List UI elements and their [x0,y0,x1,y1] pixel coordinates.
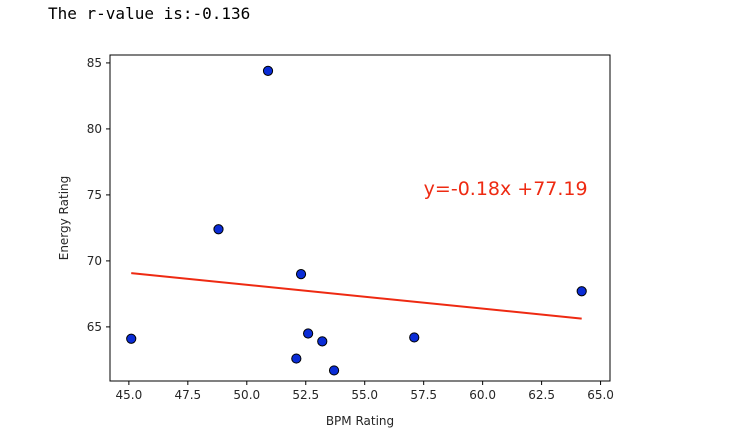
y-tick-label: 70 [87,254,102,268]
plot-area-frame [109,54,611,382]
x-tick-label: 55.0 [351,388,378,402]
scatter-point [576,286,587,297]
x-tick-label: 62.5 [528,388,555,402]
x-tick-label: 47.5 [174,388,201,402]
y-tick-label: 80 [87,122,102,136]
regression-line [131,272,582,320]
x-tick-label: 52.5 [292,388,319,402]
scatter-point [295,268,307,280]
y-tick-label: 65 [87,320,102,334]
scatter-point [317,336,328,347]
y-axis-ticks: 65 70 75 80 85 [87,56,110,334]
scatter-point [409,332,420,343]
x-tick-label: 45.0 [116,388,143,402]
y-axis-label: Energy Rating [57,176,71,261]
x-tick-label: 60.0 [469,388,496,402]
r-value-output: The r-value is:-0.136 [48,4,251,23]
scatter-point [291,353,302,364]
y-tick-label: 85 [87,56,102,70]
x-tick-label: 50.0 [233,388,260,402]
scatter-point [303,328,314,339]
scatter-point [262,65,274,76]
scatter-point [213,224,224,235]
y-tick-label: 75 [87,188,102,202]
scatter-point [126,333,137,344]
x-tick-label: 57.5 [410,388,437,402]
x-axis-label: BPM Rating [326,414,394,428]
x-tick-label: 65.0 [587,388,614,402]
x-axis-ticks: 45.0 47.5 50.0 52.5 55.0 57.5 60.0 62.5 65.0 [116,381,614,402]
regression-layer [131,272,582,320]
points-layer [126,65,587,376]
scatter-point [328,365,340,376]
regression-equation: y=-0.18x +77.19 [424,178,588,200]
